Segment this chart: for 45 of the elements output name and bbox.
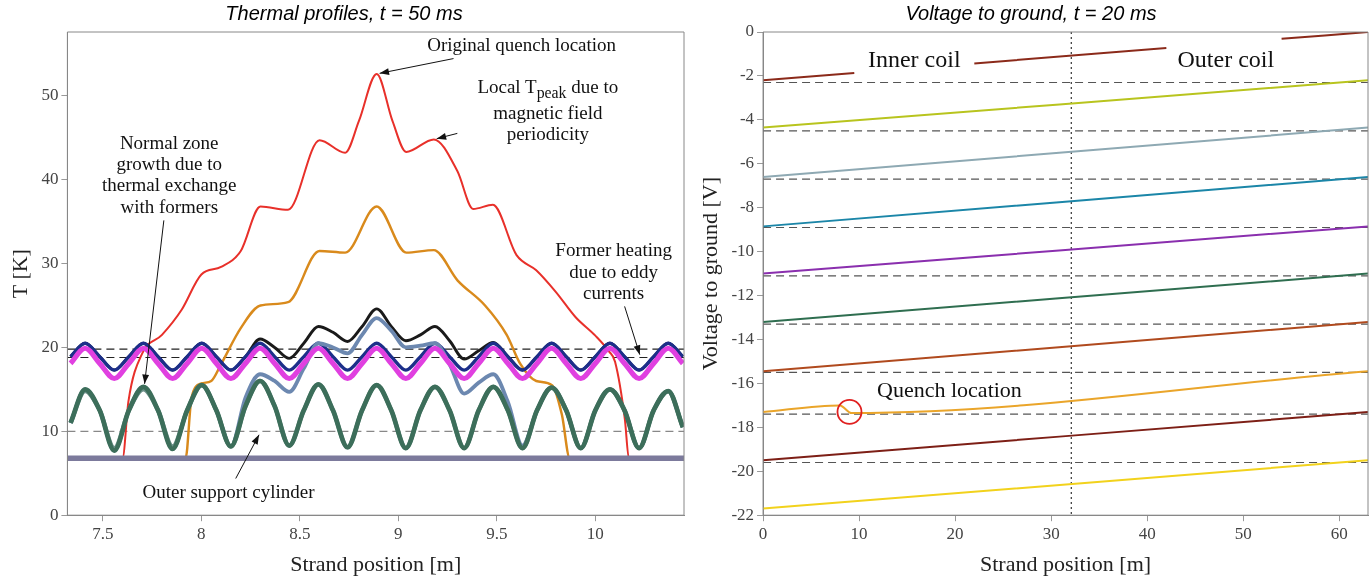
x-tick-label: 50 (1234, 523, 1252, 543)
chart-title: Thermal profiles, t = 50 ms (225, 1, 463, 24)
annotation: Local T$_{peak}$ due to magnetic field periodicity (476, 76, 620, 145)
y-tick-label: -8 (739, 197, 755, 217)
x-tick-label: 0 (758, 523, 768, 543)
x-tick-label: 40 (1138, 523, 1156, 543)
annotation: Former heating due to eddy currents (554, 239, 673, 304)
y-tick-label: -18 (731, 416, 755, 436)
y-tick-label: 40 (41, 169, 59, 189)
y-tick-label: 0 (49, 504, 59, 524)
y-axis-title: T [K] (6, 249, 32, 299)
y-tick-label: 50 (41, 85, 59, 105)
chart-title: Voltage to ground, t = 20 ms (905, 1, 1157, 24)
x-tick-label: 30 (1042, 523, 1060, 543)
x-tick-label: 10 (586, 523, 604, 543)
y-tick-label: -16 (731, 372, 755, 392)
x-axis-title: Strand position [m] (979, 550, 1152, 576)
y-tick-label: -20 (731, 460, 755, 480)
x-tick-label: 10 (850, 523, 868, 543)
annotation: Normal zone growth due to thermal exchange with formers (100, 132, 238, 218)
annotation: Inner coil (867, 45, 961, 73)
y-tick-label: -12 (731, 285, 755, 305)
x-tick-label: 60 (1330, 523, 1348, 543)
y-tick-label: 30 (41, 253, 59, 272)
x-tick-label: 20 (946, 523, 964, 543)
x-tick-label: 9 (394, 523, 403, 543)
y-axis-title: Voltage to ground [V] (696, 176, 722, 371)
x-tick-label: 8.5 (289, 523, 311, 543)
x-tick-label: 8 (197, 523, 206, 543)
annotation: Outer support cylinder (142, 481, 315, 503)
annotation: Outer coil (1177, 45, 1275, 73)
y-tick-label: 0 (745, 21, 755, 41)
y-tick-label: -14 (731, 328, 755, 348)
x-tick-label: 7.5 (92, 523, 114, 543)
y-tick-label: 10 (41, 420, 59, 440)
y-tick-label: -10 (731, 241, 755, 261)
y-tick-label: 20 (41, 336, 59, 356)
annotation: Quench location (877, 376, 1022, 403)
y-tick-label: -2 (739, 65, 755, 85)
y-tick-label: -22 (731, 504, 755, 524)
x-axis-title: Strand position [m] (290, 550, 462, 576)
x-tick-label: 9.5 (486, 523, 508, 543)
annotation: Original quench location (427, 34, 617, 56)
y-tick-label: -4 (739, 109, 755, 129)
y-tick-label: -6 (739, 153, 755, 173)
